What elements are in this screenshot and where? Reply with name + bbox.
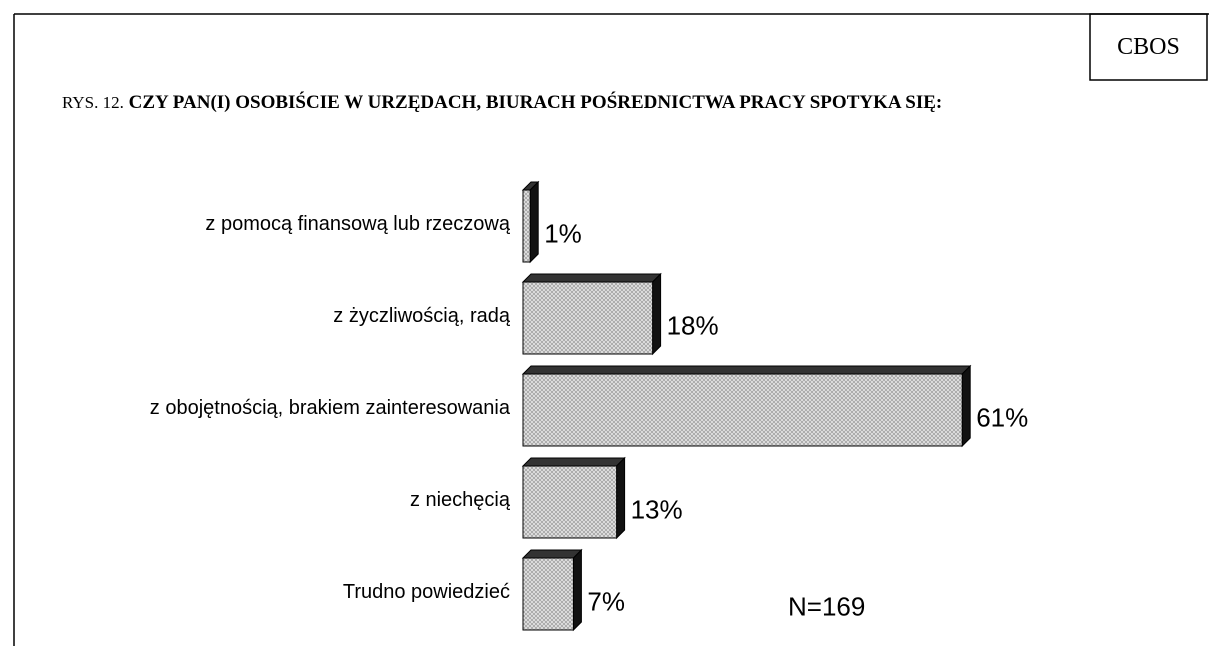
value-label: 1% (544, 218, 582, 249)
bar-top (521, 457, 626, 467)
bar-top (521, 549, 583, 559)
chart-title: CZY PAN(I) OSOBIŚCIE W URZĘDACH, BIURACH… (128, 92, 943, 113)
value-label: 13% (630, 494, 683, 525)
bar-side (529, 180, 539, 264)
bar (522, 465, 618, 539)
bar (522, 373, 963, 447)
value-label: 18% (666, 310, 719, 341)
bar (522, 189, 531, 263)
category-label: Trudno powiedzieć (342, 581, 510, 603)
source-box (1089, 13, 1208, 81)
bar-side (652, 272, 662, 356)
bar-top (521, 273, 662, 283)
category-label: z pomocą finansową lub rzeczową (205, 213, 510, 235)
category-label: z życzliwością, radą (333, 305, 510, 327)
category-label: z niechęcią (409, 489, 510, 511)
chart-title-block: RYS. 12. CZY PAN(I) OSOBIŚCIE W URZĘDACH… (62, 90, 1138, 116)
bar-side (572, 548, 582, 632)
bar (522, 557, 574, 631)
bar (522, 281, 654, 355)
category-label: z obojętnością, brakiem zainteresowania (149, 397, 510, 419)
bar-top (521, 365, 972, 375)
source: CBOS (1117, 34, 1180, 60)
bar-side (616, 456, 626, 540)
value-label: 7% (587, 586, 625, 617)
value-label: 61% (976, 402, 1029, 433)
bar-side (961, 364, 971, 448)
annotation: N=169 (788, 591, 866, 622)
figure-label: RYS. 12. (62, 93, 124, 112)
